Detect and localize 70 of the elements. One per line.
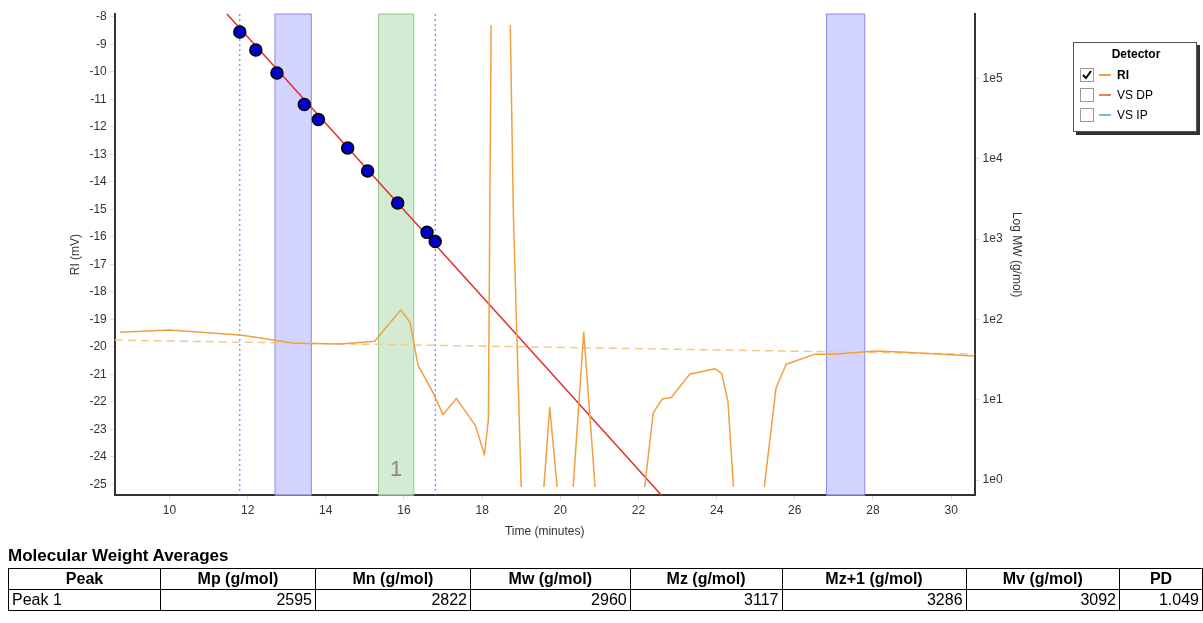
category-label: Mz (g/mol) — [630, 568, 783, 590]
y-tick-label: -9 — [96, 36, 108, 51]
point — [233, 25, 247, 39]
point — [428, 234, 442, 249]
data-label: 2595 — [160, 589, 316, 611]
data-label: 2960 — [470, 589, 631, 611]
legend-label: RI — [1117, 68, 1129, 82]
y-tick-label: -19 — [89, 311, 108, 326]
data-label: 3286 — [782, 589, 967, 611]
x-tick-label: 14 — [319, 502, 333, 517]
y2-axis-title: Log MW (g/mol) — [1010, 211, 1025, 298]
y-tick-label: -13 — [89, 146, 108, 161]
y-tick-label: -11 — [90, 91, 108, 106]
y-tick-label: -21 — [89, 366, 108, 381]
category-label: Mp (g/mol) — [160, 568, 316, 590]
x-tick-label: 26 — [788, 502, 802, 517]
point — [270, 66, 284, 80]
x-tick-label: 30 — [944, 502, 959, 517]
legend-label: VS DP — [1117, 88, 1154, 102]
y-tick-label: -18 — [89, 284, 108, 299]
point — [297, 97, 312, 112]
y-tick-label: -23 — [89, 421, 108, 436]
y2-tick-label: 1e2 — [982, 311, 1003, 326]
category-label: Mn (g/mol) — [315, 568, 471, 590]
y-tick-label: -17 — [89, 256, 108, 271]
category-label: Mz+1 (g/mol) — [782, 568, 967, 590]
y2-tick-label: 1e4 — [982, 150, 1003, 165]
x-tick-label: 28 — [866, 502, 880, 517]
x-tick-label: 10 — [162, 502, 177, 517]
point — [340, 141, 355, 155]
legend-title: Detector — [1110, 47, 1162, 61]
text: Peak 1 — [8, 589, 161, 611]
y-tick-label: -15 — [89, 201, 108, 216]
category-label: PD — [1119, 568, 1203, 590]
y-tick-label: -24 — [89, 449, 108, 464]
y-tick-label: -14 — [89, 174, 108, 189]
data-label: 3117 — [630, 589, 783, 611]
y-axis-title: RI (mV) — [67, 233, 82, 276]
point — [311, 112, 326, 127]
y-tick-label: -20 — [89, 339, 108, 354]
point — [390, 196, 405, 210]
data-label: 2822 — [315, 589, 471, 611]
point — [360, 164, 375, 178]
category-label: Peak — [8, 568, 161, 590]
y-tick-label: -12 — [89, 119, 108, 134]
y-tick-label: -10 — [89, 64, 108, 79]
y2-tick-label: 1e1 — [982, 392, 1003, 407]
data-label: 1.049 — [1119, 589, 1203, 611]
category-label: Mw (g/mol) — [470, 568, 631, 590]
x-tick-label: 22 — [631, 502, 646, 517]
category-label: Mv (g/mol) — [966, 568, 1120, 590]
y-tick-label: -22 — [89, 394, 108, 409]
x-tick-label: 24 — [709, 502, 724, 517]
data-label: 3092 — [966, 589, 1120, 611]
y-tick-label: -25 — [89, 476, 108, 491]
x-axis-title: Time (minutes) — [504, 524, 585, 539]
band-label: 1 — [390, 456, 403, 482]
x-tick-label: 16 — [397, 502, 411, 517]
text: Molecular Weight Averages — [8, 546, 230, 566]
y2-tick-label: 1e5 — [982, 70, 1003, 85]
point — [249, 43, 263, 57]
y-tick-label: -16 — [89, 229, 108, 244]
legend-label: VS IP — [1117, 108, 1148, 122]
y2-tick-label: 1e0 — [982, 472, 1003, 487]
point — [420, 225, 434, 240]
x-tick-label: 20 — [553, 502, 568, 517]
x-tick-label: 18 — [475, 502, 490, 517]
x-tick-label: 12 — [240, 502, 255, 517]
y-tick-label: -8 — [96, 9, 108, 24]
y2-tick-label: 1e3 — [982, 231, 1003, 246]
